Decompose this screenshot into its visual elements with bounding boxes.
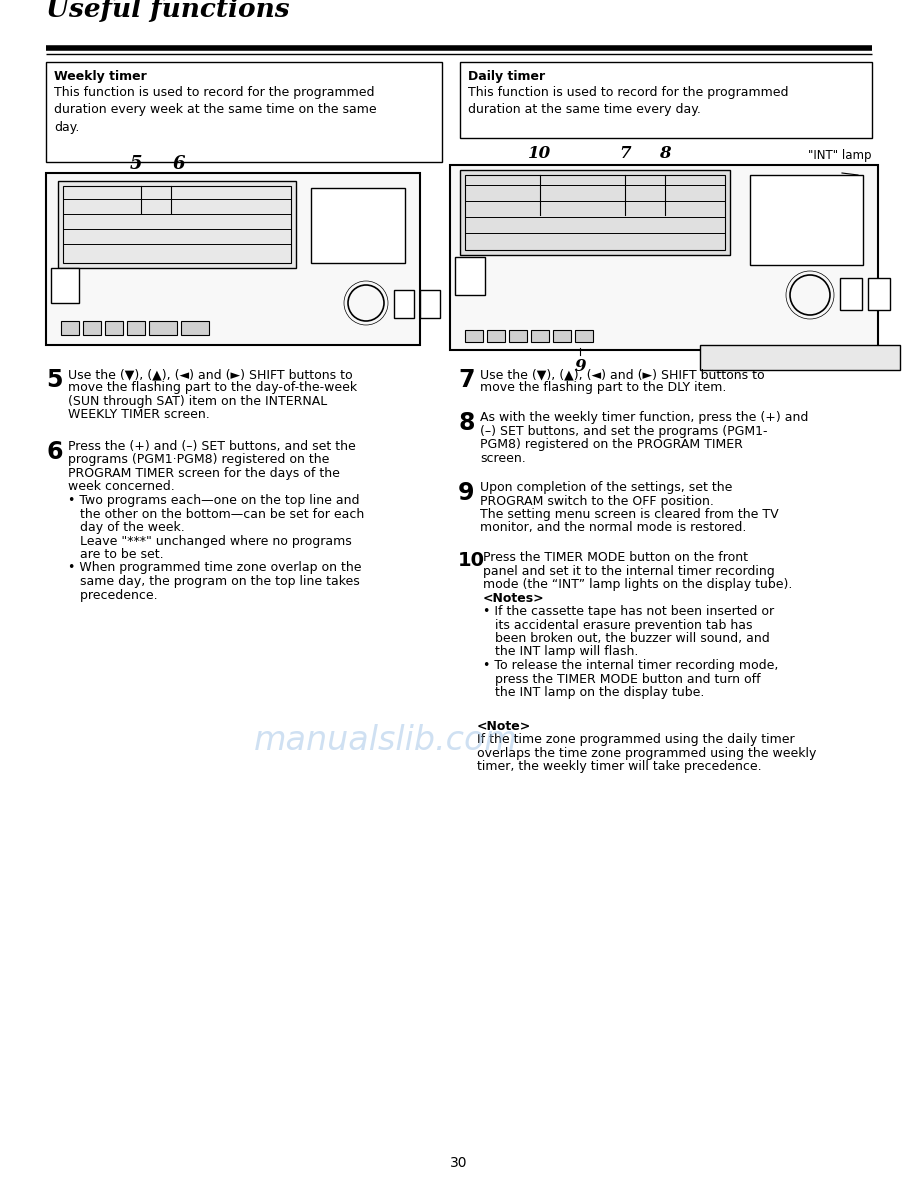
Text: Use the (▼), (▲), (◄) and (►) SHIFT buttons to: Use the (▼), (▲), (◄) and (►) SHIFT butt… bbox=[68, 368, 353, 381]
Bar bbox=[553, 330, 571, 342]
Text: press the TIMER MODE button and turn off: press the TIMER MODE button and turn off bbox=[483, 672, 761, 685]
Bar bbox=[51, 268, 79, 303]
Bar bbox=[311, 188, 405, 263]
Bar bbox=[575, 330, 593, 342]
Bar bbox=[61, 321, 79, 335]
Text: The setting menu screen is cleared from the TV: The setting menu screen is cleared from … bbox=[480, 508, 778, 522]
Bar bbox=[83, 321, 101, 335]
Bar bbox=[127, 321, 145, 335]
Text: timer, the weekly timer will take precedence.: timer, the weekly timer will take preced… bbox=[477, 760, 762, 773]
Text: WEEKLY TIMER screen.: WEEKLY TIMER screen. bbox=[68, 409, 209, 422]
Bar bbox=[460, 170, 730, 255]
Text: 8: 8 bbox=[458, 411, 475, 435]
Text: 6: 6 bbox=[173, 154, 185, 173]
Bar bbox=[105, 321, 123, 335]
Text: (SUN through SAT) item on the INTERNAL: (SUN through SAT) item on the INTERNAL bbox=[68, 394, 327, 407]
Text: Leave "***" unchanged where no programs: Leave "***" unchanged where no programs bbox=[68, 535, 352, 548]
Text: Useful functions: Useful functions bbox=[46, 0, 289, 23]
Text: Daily timer: Daily timer bbox=[468, 70, 545, 83]
Text: Press the TIMER MODE button on the front: Press the TIMER MODE button on the front bbox=[483, 551, 748, 564]
Bar bbox=[509, 330, 527, 342]
Bar bbox=[455, 257, 485, 295]
Text: its accidental erasure prevention tab has: its accidental erasure prevention tab ha… bbox=[483, 619, 753, 632]
Text: 7: 7 bbox=[458, 368, 475, 392]
Bar bbox=[465, 330, 483, 342]
Text: mode (the “INT” lamp lights on the display tube).: mode (the “INT” lamp lights on the displ… bbox=[483, 579, 792, 590]
Text: 5: 5 bbox=[129, 154, 142, 173]
Bar bbox=[465, 175, 725, 249]
Text: been broken out, the buzzer will sound, and: been broken out, the buzzer will sound, … bbox=[483, 632, 770, 645]
Text: "INT" lamp: "INT" lamp bbox=[809, 148, 872, 162]
Text: 10: 10 bbox=[458, 551, 485, 570]
Text: precedence.: precedence. bbox=[68, 588, 158, 601]
Text: Weekly timer: Weekly timer bbox=[54, 70, 147, 83]
Bar bbox=[750, 175, 863, 265]
Bar bbox=[840, 278, 862, 310]
Bar bbox=[450, 165, 878, 350]
Text: PGM8) registered on the PROGRAM TIMER: PGM8) registered on the PROGRAM TIMER bbox=[480, 438, 743, 451]
Text: This function is used to record for the programmed
duration every week at the sa: This function is used to record for the … bbox=[54, 86, 376, 134]
Text: PROGRAM TIMER screen for the days of the: PROGRAM TIMER screen for the days of the bbox=[68, 467, 340, 480]
Bar bbox=[394, 290, 414, 318]
Text: the INT lamp will flash.: the INT lamp will flash. bbox=[483, 645, 638, 658]
Bar bbox=[460, 62, 872, 138]
Bar bbox=[63, 187, 291, 263]
Text: • Two programs each—one on the top line and: • Two programs each—one on the top line … bbox=[68, 494, 360, 507]
Bar bbox=[420, 290, 440, 318]
Text: the INT lamp on the display tube.: the INT lamp on the display tube. bbox=[483, 685, 704, 699]
Text: week concerned.: week concerned. bbox=[68, 480, 174, 493]
Text: PROGRAM switch to the OFF position.: PROGRAM switch to the OFF position. bbox=[480, 494, 714, 507]
Text: (–) SET buttons, and set the programs (PGM1-: (–) SET buttons, and set the programs (P… bbox=[480, 424, 767, 437]
Text: the other on the bottom—can be set for each: the other on the bottom—can be set for e… bbox=[68, 507, 364, 520]
Text: Use the (▼), (▲), (◄) and (►) SHIFT buttons to: Use the (▼), (▲), (◄) and (►) SHIFT butt… bbox=[480, 368, 765, 381]
Bar bbox=[181, 321, 209, 335]
Bar bbox=[487, 330, 505, 342]
Bar bbox=[700, 345, 900, 369]
Text: If the time zone programmed using the daily timer: If the time zone programmed using the da… bbox=[477, 733, 795, 746]
Text: programs (PGM1·PGM8) registered on the: programs (PGM1·PGM8) registered on the bbox=[68, 454, 330, 467]
Text: screen.: screen. bbox=[480, 451, 526, 465]
Bar bbox=[58, 181, 296, 268]
Text: Press the (+) and (–) SET buttons, and set the: Press the (+) and (–) SET buttons, and s… bbox=[68, 440, 356, 453]
Text: • When programmed time zone overlap on the: • When programmed time zone overlap on t… bbox=[68, 562, 362, 575]
Text: 30: 30 bbox=[450, 1156, 468, 1170]
Bar bbox=[868, 278, 890, 310]
Text: panel and set it to the internal timer recording: panel and set it to the internal timer r… bbox=[483, 564, 775, 577]
Bar bbox=[46, 62, 442, 162]
Text: • To release the internal timer recording mode,: • To release the internal timer recordin… bbox=[483, 659, 778, 672]
Text: day of the week.: day of the week. bbox=[68, 522, 185, 533]
Bar bbox=[149, 321, 177, 335]
Text: <Note>: <Note> bbox=[477, 720, 532, 733]
Text: 9: 9 bbox=[574, 358, 586, 375]
Text: are to be set.: are to be set. bbox=[68, 548, 163, 561]
Text: 7: 7 bbox=[619, 145, 631, 162]
Text: Upon completion of the settings, set the: Upon completion of the settings, set the bbox=[480, 481, 733, 494]
Text: • If the cassette tape has not been inserted or: • If the cassette tape has not been inse… bbox=[483, 605, 774, 618]
Text: 5: 5 bbox=[46, 368, 62, 392]
Text: 8: 8 bbox=[659, 145, 671, 162]
Text: monitor, and the normal mode is restored.: monitor, and the normal mode is restored… bbox=[480, 522, 746, 535]
Text: 9: 9 bbox=[458, 481, 475, 505]
Text: overlaps the time zone programmed using the weekly: overlaps the time zone programmed using … bbox=[477, 746, 816, 759]
Text: move the flashing part to the DLY item.: move the flashing part to the DLY item. bbox=[480, 381, 726, 394]
Bar bbox=[46, 173, 420, 345]
Text: As with the weekly timer function, press the (+) and: As with the weekly timer function, press… bbox=[480, 411, 809, 424]
Text: move the flashing part to the day-of-the-week: move the flashing part to the day-of-the… bbox=[68, 381, 357, 394]
Text: same day, the program on the top line takes: same day, the program on the top line ta… bbox=[68, 575, 360, 588]
Text: manualslib.com: manualslib.com bbox=[253, 723, 518, 757]
Bar bbox=[531, 330, 549, 342]
Text: This function is used to record for the programmed
duration at the same time eve: This function is used to record for the … bbox=[468, 86, 789, 116]
Text: <Notes>: <Notes> bbox=[483, 592, 544, 605]
Text: 6: 6 bbox=[46, 440, 62, 465]
Text: 10: 10 bbox=[529, 145, 552, 162]
